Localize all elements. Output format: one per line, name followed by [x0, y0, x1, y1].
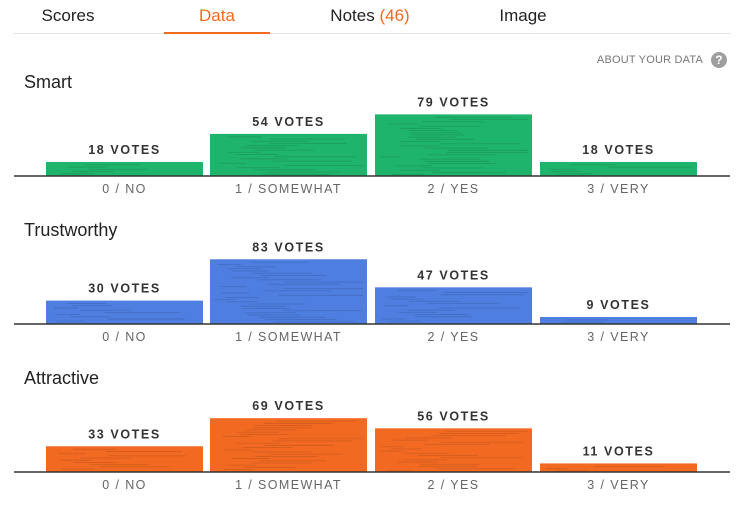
smart-category-label-0: 0 / NO: [102, 182, 147, 196]
chart-title-attractive: Attractive: [24, 368, 100, 388]
attractive-bar-texture-2: [380, 430, 528, 472]
attractive-value-label-3: 11 VOTES: [583, 444, 655, 458]
attractive-category-label-3: 3 / VERY: [587, 478, 649, 492]
smart-bar-texture-1: [220, 136, 363, 175]
smart-value-label-3: 18 VOTES: [582, 143, 655, 157]
attractive-bar-0: [46, 446, 203, 472]
bar-chart-trustworthy: 30 VOTES 0 / NO 83 VOTES 1 / SOMEWHAT 47 VOT…: [14, 240, 730, 344]
tab-data[interactable]: Data: [164, 6, 270, 34]
smart-value-label-1: 54 VOTES: [252, 115, 325, 129]
bar-chart-smart: 18 VOTES 0 / NO 54 VOTES 1 / SOMEWHAT 79 VOT…: [14, 95, 730, 196]
smart-value-label-2: 79 VOTES: [417, 95, 490, 109]
trustworthy-bar-texture-0: [54, 303, 185, 322]
chart-attractive: 33 VOTES 0 / NO 69 VOTES 1 / SOMEWHAT 56 VOT…: [14, 386, 730, 496]
chart-smart: 18 VOTES 0 / NO 54 VOTES 1 / SOMEWHAT 79 VOT…: [14, 90, 730, 200]
trustworthy-category-label-1: 1 / SOMEWHAT: [235, 330, 342, 344]
chart-trustworthy: 30 VOTES 0 / NO 83 VOTES 1 / SOMEWHAT 47 VOT…: [14, 238, 730, 348]
attractive-bar-2: [375, 428, 532, 472]
about-your-data-link[interactable]: ABOUT YOUR DATA ?: [597, 52, 727, 68]
tab-bar: Scores Data Notes (46) Image: [14, 0, 730, 34]
chart-title-smart: Smart: [24, 72, 73, 92]
smart-category-label-1: 1 / SOMEWHAT: [235, 182, 342, 196]
trustworthy-category-label-3: 3 / VERY: [587, 330, 649, 344]
attractive-bar-texture-3: [545, 465, 665, 472]
trustworthy-value-label-0: 30 VOTES: [88, 282, 161, 296]
smart-bar-3: [540, 161, 697, 176]
tab-image[interactable]: Image: [492, 6, 554, 33]
attractive-value-label-1: 69 VOTES: [252, 399, 325, 413]
bar-chart-attractive: 33 VOTES 0 / NO 69 VOTES 1 / SOMEWHAT 56 VOT…: [14, 399, 730, 492]
smart-category-label-3: 3 / VERY: [587, 182, 649, 196]
attractive-value-label-2: 56 VOTES: [417, 409, 490, 423]
tab-scores[interactable]: Scores: [30, 6, 106, 33]
attractive-value-label-0: 33 VOTES: [88, 427, 161, 441]
smart-bar-texture-3: [550, 164, 692, 175]
tab-scores-label: Scores: [41, 6, 95, 25]
tab-notes-count: (46): [379, 6, 410, 25]
trustworthy-bar-texture-3: [563, 319, 608, 323]
trustworthy-value-label-1: 83 VOTES: [252, 240, 325, 254]
trustworthy-bar-texture-1: [214, 261, 363, 323]
about-your-data-label: ABOUT YOUR DATA: [596, 54, 703, 66]
trustworthy-category-label-0: 0 / NO: [102, 330, 147, 344]
attractive-bar-texture-0: [58, 448, 187, 470]
smart-bar-texture-2: [379, 116, 528, 176]
trustworthy-bar-texture-2: [381, 289, 528, 322]
smart-value-label-0: 18 VOTES: [88, 143, 161, 157]
attractive-bar-3: [540, 463, 697, 472]
chart-title-trustworthy: Trustworthy: [24, 220, 118, 240]
tab-image-label: Image: [499, 6, 547, 25]
tab-data-label: Data: [199, 6, 235, 25]
active-tab-indicator: [164, 32, 270, 34]
tab-notes[interactable]: Notes (46): [320, 6, 420, 33]
attractive-category-label-2: 2 / YES: [428, 478, 480, 492]
trustworthy-category-label-2: 2 / YES: [428, 330, 480, 344]
help-icon[interactable]: ?: [711, 52, 727, 68]
tab-notes-label: Notes: [330, 6, 375, 25]
attractive-category-label-0: 0 / NO: [102, 478, 147, 492]
trustworthy-bar-3: [540, 316, 697, 324]
attractive-category-label-1: 1 / SOMEWHAT: [235, 478, 342, 492]
attractive-bar-texture-1: [222, 420, 363, 471]
trustworthy-value-label-3: 9 VOTES: [587, 298, 651, 312]
smart-bar-texture-0: [61, 164, 149, 175]
trustworthy-value-label-2: 47 VOTES: [417, 268, 490, 282]
smart-category-label-2: 2 / YES: [428, 182, 480, 196]
